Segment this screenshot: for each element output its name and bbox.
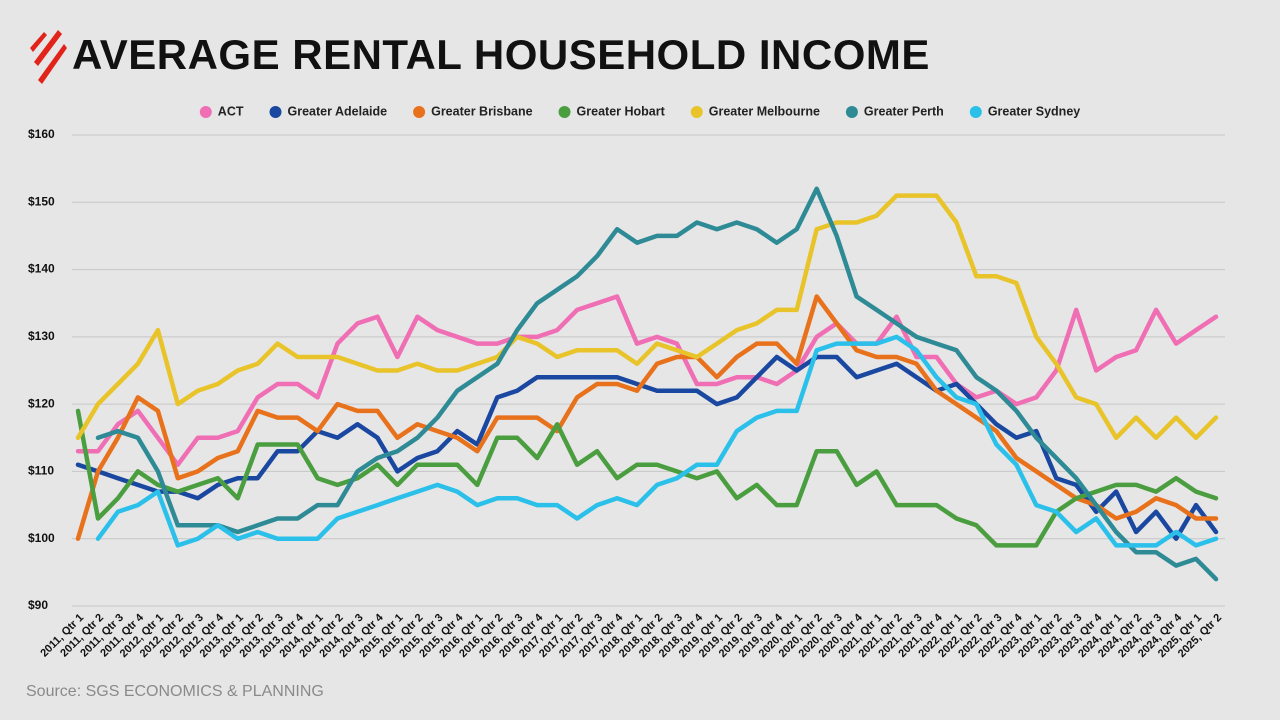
- y-tick-label: $90: [28, 598, 48, 612]
- legend-label: Greater Adelaide: [288, 104, 388, 118]
- legend-marker: [969, 106, 982, 118]
- legend-label: ACT: [218, 104, 244, 118]
- y-tick-label: $150: [28, 194, 55, 208]
- y-tick-label: $120: [28, 396, 55, 410]
- legend: ACT Greater Adelaide Greater Brisbane Great…: [199, 104, 1080, 118]
- series-line: [95, 334, 1219, 548]
- legend-label: Greater Brisbane: [431, 104, 532, 118]
- series-line: [75, 193, 1219, 441]
- series-line: [75, 294, 1219, 467]
- logo: [30, 30, 67, 84]
- legend-label: Greater Melbourne: [709, 104, 820, 118]
- y-tick-label: $100: [28, 531, 55, 545]
- source: Source: SGS ECONOMICS & PLANNING: [26, 683, 324, 700]
- y-tick-label: $160: [28, 127, 55, 141]
- y-tick-label: $110: [28, 464, 54, 478]
- series-line: [75, 294, 1219, 541]
- legend-marker: [845, 106, 858, 118]
- legend-label: Greater Hobart: [577, 104, 666, 118]
- legend-marker: [199, 106, 212, 118]
- series-line: [95, 186, 1219, 582]
- legend-marker: [269, 106, 282, 118]
- y-tick-label: $140: [28, 262, 55, 276]
- chart-title: AVERAGE RENTAL HOUSEHOLD INCOME: [72, 31, 930, 78]
- y-tick-label: $130: [28, 329, 55, 343]
- legend-marker: [413, 106, 426, 118]
- legend-marker: [558, 106, 571, 118]
- series-line: [75, 354, 1219, 541]
- legend-label: Greater Sydney: [988, 104, 1080, 118]
- series-line: [75, 408, 1219, 548]
- legend-marker: [690, 106, 703, 118]
- legend-label: Greater Perth: [864, 104, 944, 118]
